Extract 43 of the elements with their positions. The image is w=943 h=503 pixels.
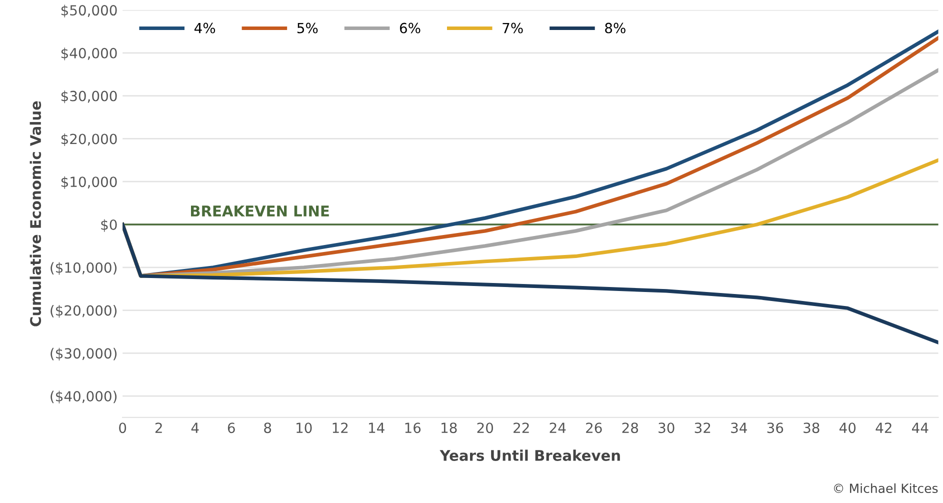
x-tick-label: 8 xyxy=(264,422,272,434)
y-tick-label: ($40,000) xyxy=(50,390,117,404)
y-tick-label: $20,000 xyxy=(61,133,117,146)
x-tick-label: 2 xyxy=(155,422,162,433)
x-tick-label: 32 xyxy=(694,422,710,434)
x-tick-label: 16 xyxy=(405,422,421,434)
y-tick-label: $50,000 xyxy=(61,4,117,18)
x-tick-label: 38 xyxy=(804,422,820,434)
x-tick-label: 0 xyxy=(119,422,126,434)
y-tick-label: $30,000 xyxy=(61,90,117,104)
x-axis-title: Years Until Breakeven xyxy=(440,450,620,461)
x-tick-label: 26 xyxy=(586,422,602,434)
x-tick-label: 30 xyxy=(658,422,674,434)
legend-label: 5% xyxy=(297,22,318,34)
ref-line-label: BREAKEVEN LINE xyxy=(191,206,329,216)
text: © Michael Kitces xyxy=(834,483,938,494)
x-tick-label: 24 xyxy=(550,422,566,433)
y-tick-label: $0 xyxy=(101,219,117,232)
legend-label: 8% xyxy=(605,22,626,34)
y-axis-title: Cumulative Economic Value xyxy=(30,101,42,326)
x-tick-label: 34 xyxy=(731,422,747,434)
x-tick-label: 18 xyxy=(442,422,457,434)
x-tick-label: 12 xyxy=(332,422,348,433)
x-tick-label: 10 xyxy=(296,422,312,434)
x-tick-label: 4 xyxy=(191,422,199,433)
y-tick-label: ($20,000) xyxy=(50,304,117,318)
x-tick-label: 42 xyxy=(876,422,892,433)
y-tick-label: ($30,000) xyxy=(50,348,117,360)
x-tick-label: 22 xyxy=(514,422,529,433)
legend-label: 4% xyxy=(194,22,216,34)
x-tick-label: 28 xyxy=(622,422,638,434)
x-tick-label: 44 xyxy=(912,422,928,433)
line-series xyxy=(122,222,938,344)
y-tick-label: $10,000 xyxy=(61,176,117,189)
x-tick-label: 6 xyxy=(228,422,235,434)
legend-label: 6% xyxy=(400,22,420,34)
x-tick-label: 14 xyxy=(369,422,384,433)
x-tick-label: 20 xyxy=(477,422,494,434)
x-tick-label: 40 xyxy=(839,422,856,434)
y-tick-label: ($10,000) xyxy=(50,262,117,275)
x-tick-label: 36 xyxy=(767,422,784,434)
y-tick-label: $40,000 xyxy=(61,48,117,60)
legend-label: 7% xyxy=(502,22,523,34)
